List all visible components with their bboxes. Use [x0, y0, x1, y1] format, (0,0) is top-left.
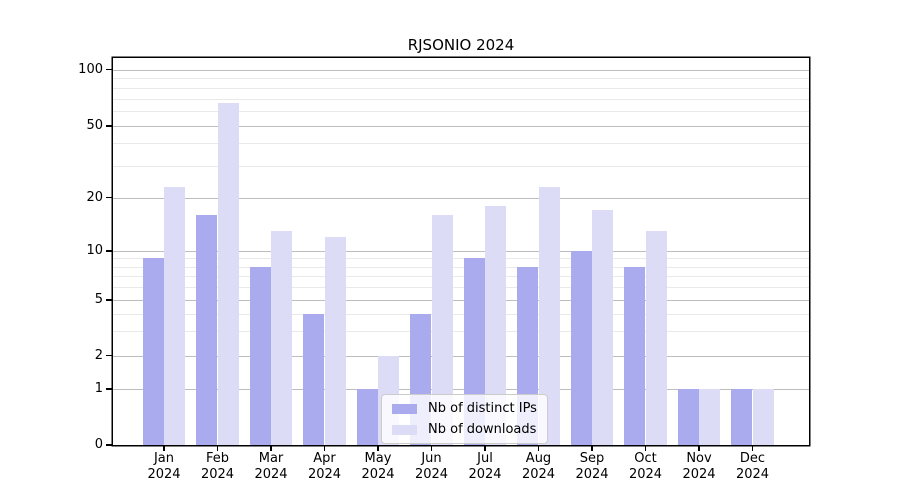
x-tick-label: Dec 2024 [735, 451, 770, 482]
gridline-minor [113, 330, 809, 332]
x-tick-label: May 2024 [361, 451, 395, 482]
x-tick-mark [537, 446, 540, 451]
y-tick-label: 0 [94, 437, 103, 452]
x-tick-label: Aug 2024 [521, 451, 556, 482]
legend-swatch-distinct-ips [392, 403, 417, 414]
x-tick-mark [698, 446, 700, 451]
gridline-minor [113, 258, 809, 260]
x-tick-mark [163, 446, 165, 451]
gridline-minor [113, 111, 809, 113]
bar-mar-2024-distinct-ips [249, 266, 271, 445]
bar-aug-2024-downloads [538, 186, 560, 445]
gridline-minor [113, 98, 809, 100]
gridline-major [113, 355, 809, 357]
y-tick-label: 20 [86, 189, 103, 205]
gridline-minor [113, 287, 809, 289]
bar-feb-2024-distinct-ips [196, 214, 218, 445]
gridline-minor [113, 143, 809, 145]
x-tick-mark [751, 446, 754, 451]
bar-sep-2024-distinct-ips [570, 251, 592, 445]
gridline-major [113, 69, 809, 71]
y-tick-mark [106, 196, 112, 199]
y-tick-label: 5 [94, 292, 103, 307]
bar-sep-2024-downloads [592, 210, 614, 445]
bar-nov-2024-downloads [699, 389, 721, 445]
bar-oct-2024-downloads [645, 230, 667, 445]
bar-may-2024-distinct-ips [356, 389, 378, 445]
y-tick-label: 50 [86, 118, 103, 133]
bar-apr-2024-distinct-ips [303, 313, 325, 445]
x-tick-mark [644, 446, 647, 451]
y-tick-mark [106, 354, 112, 357]
x-tick-mark [430, 446, 433, 451]
gridline-major [113, 251, 809, 252]
gridline-minor [113, 87, 809, 89]
x-tick-label: Jul 2024 [468, 451, 502, 482]
gridline-major [113, 389, 809, 390]
x-tick-label: Oct 2024 [628, 451, 663, 482]
bar-jan-2024-distinct-ips [142, 258, 164, 445]
x-tick-label: Mar 2024 [254, 451, 288, 482]
bar-apr-2024-downloads [324, 236, 346, 445]
y-tick-label: 100 [78, 61, 103, 77]
x-tick-label: Sep 2024 [575, 451, 609, 482]
x-tick-label: Jan 2024 [147, 451, 181, 482]
legend-entry-distinct-ips: Nb of distinct IPs [392, 401, 537, 416]
chart-title: RJSONIO 2024 [407, 36, 515, 54]
x-tick-label: Jun 2024 [414, 451, 449, 482]
legend: Nb of distinct IPs Nb of downloads [381, 394, 548, 444]
gridline-major [113, 197, 809, 199]
legend-label-distinct-ips: Nb of distinct IPs [428, 401, 537, 416]
x-tick-mark [323, 446, 326, 451]
gridline-major [113, 126, 809, 127]
bar-feb-2024-downloads [217, 103, 239, 445]
gridline-minor [113, 78, 809, 80]
x-tick-label: Apr 2024 [307, 451, 342, 482]
bar-jun-2024-downloads [431, 214, 453, 445]
legend-entry-downloads: Nb of downloads [392, 422, 537, 437]
y-tick-mark [106, 68, 112, 71]
y-tick-mark [106, 299, 112, 301]
x-tick-mark [377, 446, 379, 451]
y-tick-mark [106, 125, 112, 127]
x-tick-mark [484, 446, 486, 451]
gridline-minor [113, 165, 809, 167]
bar-oct-2024-distinct-ips [624, 266, 646, 445]
y-tick-label: 1 [94, 381, 103, 396]
bar-jan-2024-downloads [164, 186, 186, 445]
legend-swatch-downloads [392, 424, 417, 435]
gridline-minor [113, 313, 809, 315]
plot-area: Nb of distinct IPs Nb of downloads [113, 58, 809, 445]
x-tick-label: Nov 2024 [682, 451, 716, 482]
bar-dec-2024-downloads [752, 389, 774, 445]
gridline-minor [113, 266, 809, 268]
x-tick-label: Feb 2024 [200, 451, 235, 482]
y-tick-label: 2 [94, 347, 103, 363]
x-tick-mark [270, 446, 272, 451]
bar-dec-2024-distinct-ips [731, 389, 753, 445]
gridline-minor [113, 276, 809, 278]
gridline-major [113, 300, 809, 301]
bar-mar-2024-downloads [271, 230, 293, 445]
legend-label-downloads: Nb of downloads [428, 422, 537, 437]
x-tick-mark [216, 446, 219, 451]
y-tick-label: 10 [86, 243, 103, 258]
bar-jul-2024-downloads [485, 205, 507, 445]
bar-nov-2024-distinct-ips [677, 389, 699, 445]
y-tick-mark [106, 388, 112, 390]
y-tick-mark [106, 250, 112, 252]
y-tick-mark [106, 444, 112, 446]
x-tick-mark [591, 446, 593, 451]
